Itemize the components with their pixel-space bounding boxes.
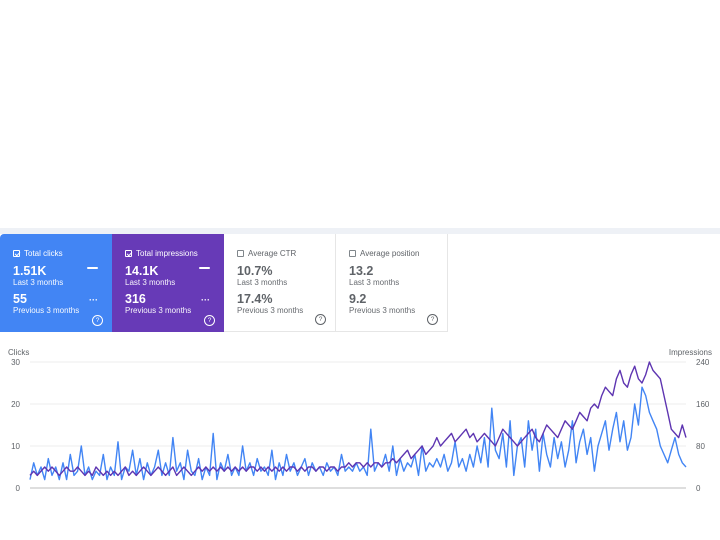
card-label: Total clicks <box>24 249 63 258</box>
card-header: Average position <box>349 248 447 259</box>
series-line-impressions <box>29 361 687 477</box>
card-label: Total impressions <box>136 249 198 258</box>
right-tick-label: 80 <box>696 442 705 451</box>
card-value: 10.7% <box>237 264 273 278</box>
dashed-line-legend-icon: ··· <box>201 295 210 305</box>
right-axis-label: Impressions <box>669 348 712 357</box>
card-value: 14.1K <box>125 264 159 278</box>
card-prev-value: 316 <box>125 292 146 306</box>
card-prev-value: 55 <box>13 292 27 306</box>
performance-chart: Clicks Impressions 0 0 10 80 20 160 30 240 <box>0 340 720 500</box>
help-icon[interactable]: ? <box>92 315 103 326</box>
card-value-period: Last 3 months <box>125 278 176 287</box>
card-header: Total impressions <box>125 248 224 259</box>
card-value: 1.51K <box>13 264 47 278</box>
left-axis-label: Clicks <box>8 348 29 357</box>
help-icon[interactable]: ? <box>427 314 438 325</box>
chart-svg: Clicks Impressions 0 0 10 80 20 160 30 240 <box>8 348 712 493</box>
average-position-card[interactable]: Average position 13.2 Last 3 months 9.2 … <box>336 234 448 332</box>
card-prev-period: Previous 3 months <box>349 306 416 315</box>
series-line-clicks <box>29 386 687 481</box>
card-prev-value: 9.2 <box>349 292 367 306</box>
card-header: Average CTR <box>237 248 335 259</box>
card-value-period: Last 3 months <box>13 278 64 287</box>
checkbox-icon[interactable] <box>237 250 244 257</box>
total-clicks-card[interactable]: Total clicks 1.51K Last 3 months 55 Prev… <box>0 234 112 332</box>
left-tick-label: 10 <box>11 442 20 451</box>
left-tick-label: 20 <box>11 400 20 409</box>
help-icon[interactable]: ? <box>315 314 326 325</box>
average-ctr-card[interactable]: Average CTR 10.7% Last 3 months 17.4% Pr… <box>224 234 336 332</box>
card-value-period: Last 3 months <box>349 278 400 287</box>
total-impressions-card[interactable]: Total impressions 14.1K Last 3 months 31… <box>112 234 224 332</box>
card-header: Total clicks <box>13 248 112 259</box>
solid-line-legend-icon <box>87 267 98 269</box>
card-value: 13.2 <box>349 264 374 278</box>
checkbox-icon[interactable] <box>349 250 356 257</box>
card-label: Average CTR <box>248 249 297 258</box>
card-prev-period: Previous 3 months <box>13 306 80 315</box>
help-icon[interactable]: ? <box>204 315 215 326</box>
top-strip <box>0 228 720 234</box>
card-label: Average position <box>360 249 420 258</box>
card-prev-value: 17.4% <box>237 292 273 306</box>
card-prev-period: Previous 3 months <box>125 306 192 315</box>
left-tick-label: 30 <box>11 358 20 367</box>
dashed-line-legend-icon: ··· <box>89 295 98 305</box>
metric-cards: Total clicks 1.51K Last 3 months 55 Prev… <box>0 234 720 332</box>
card-prev-period: Previous 3 months <box>237 306 304 315</box>
right-tick-label: 160 <box>696 400 710 409</box>
right-tick-label: 240 <box>696 358 710 367</box>
checkbox-icon[interactable] <box>13 250 20 257</box>
solid-line-legend-icon <box>199 267 210 269</box>
left-tick-label: 0 <box>16 484 21 493</box>
card-value-period: Last 3 months <box>237 278 288 287</box>
right-tick-label: 0 <box>696 484 701 493</box>
checkbox-icon[interactable] <box>125 250 132 257</box>
